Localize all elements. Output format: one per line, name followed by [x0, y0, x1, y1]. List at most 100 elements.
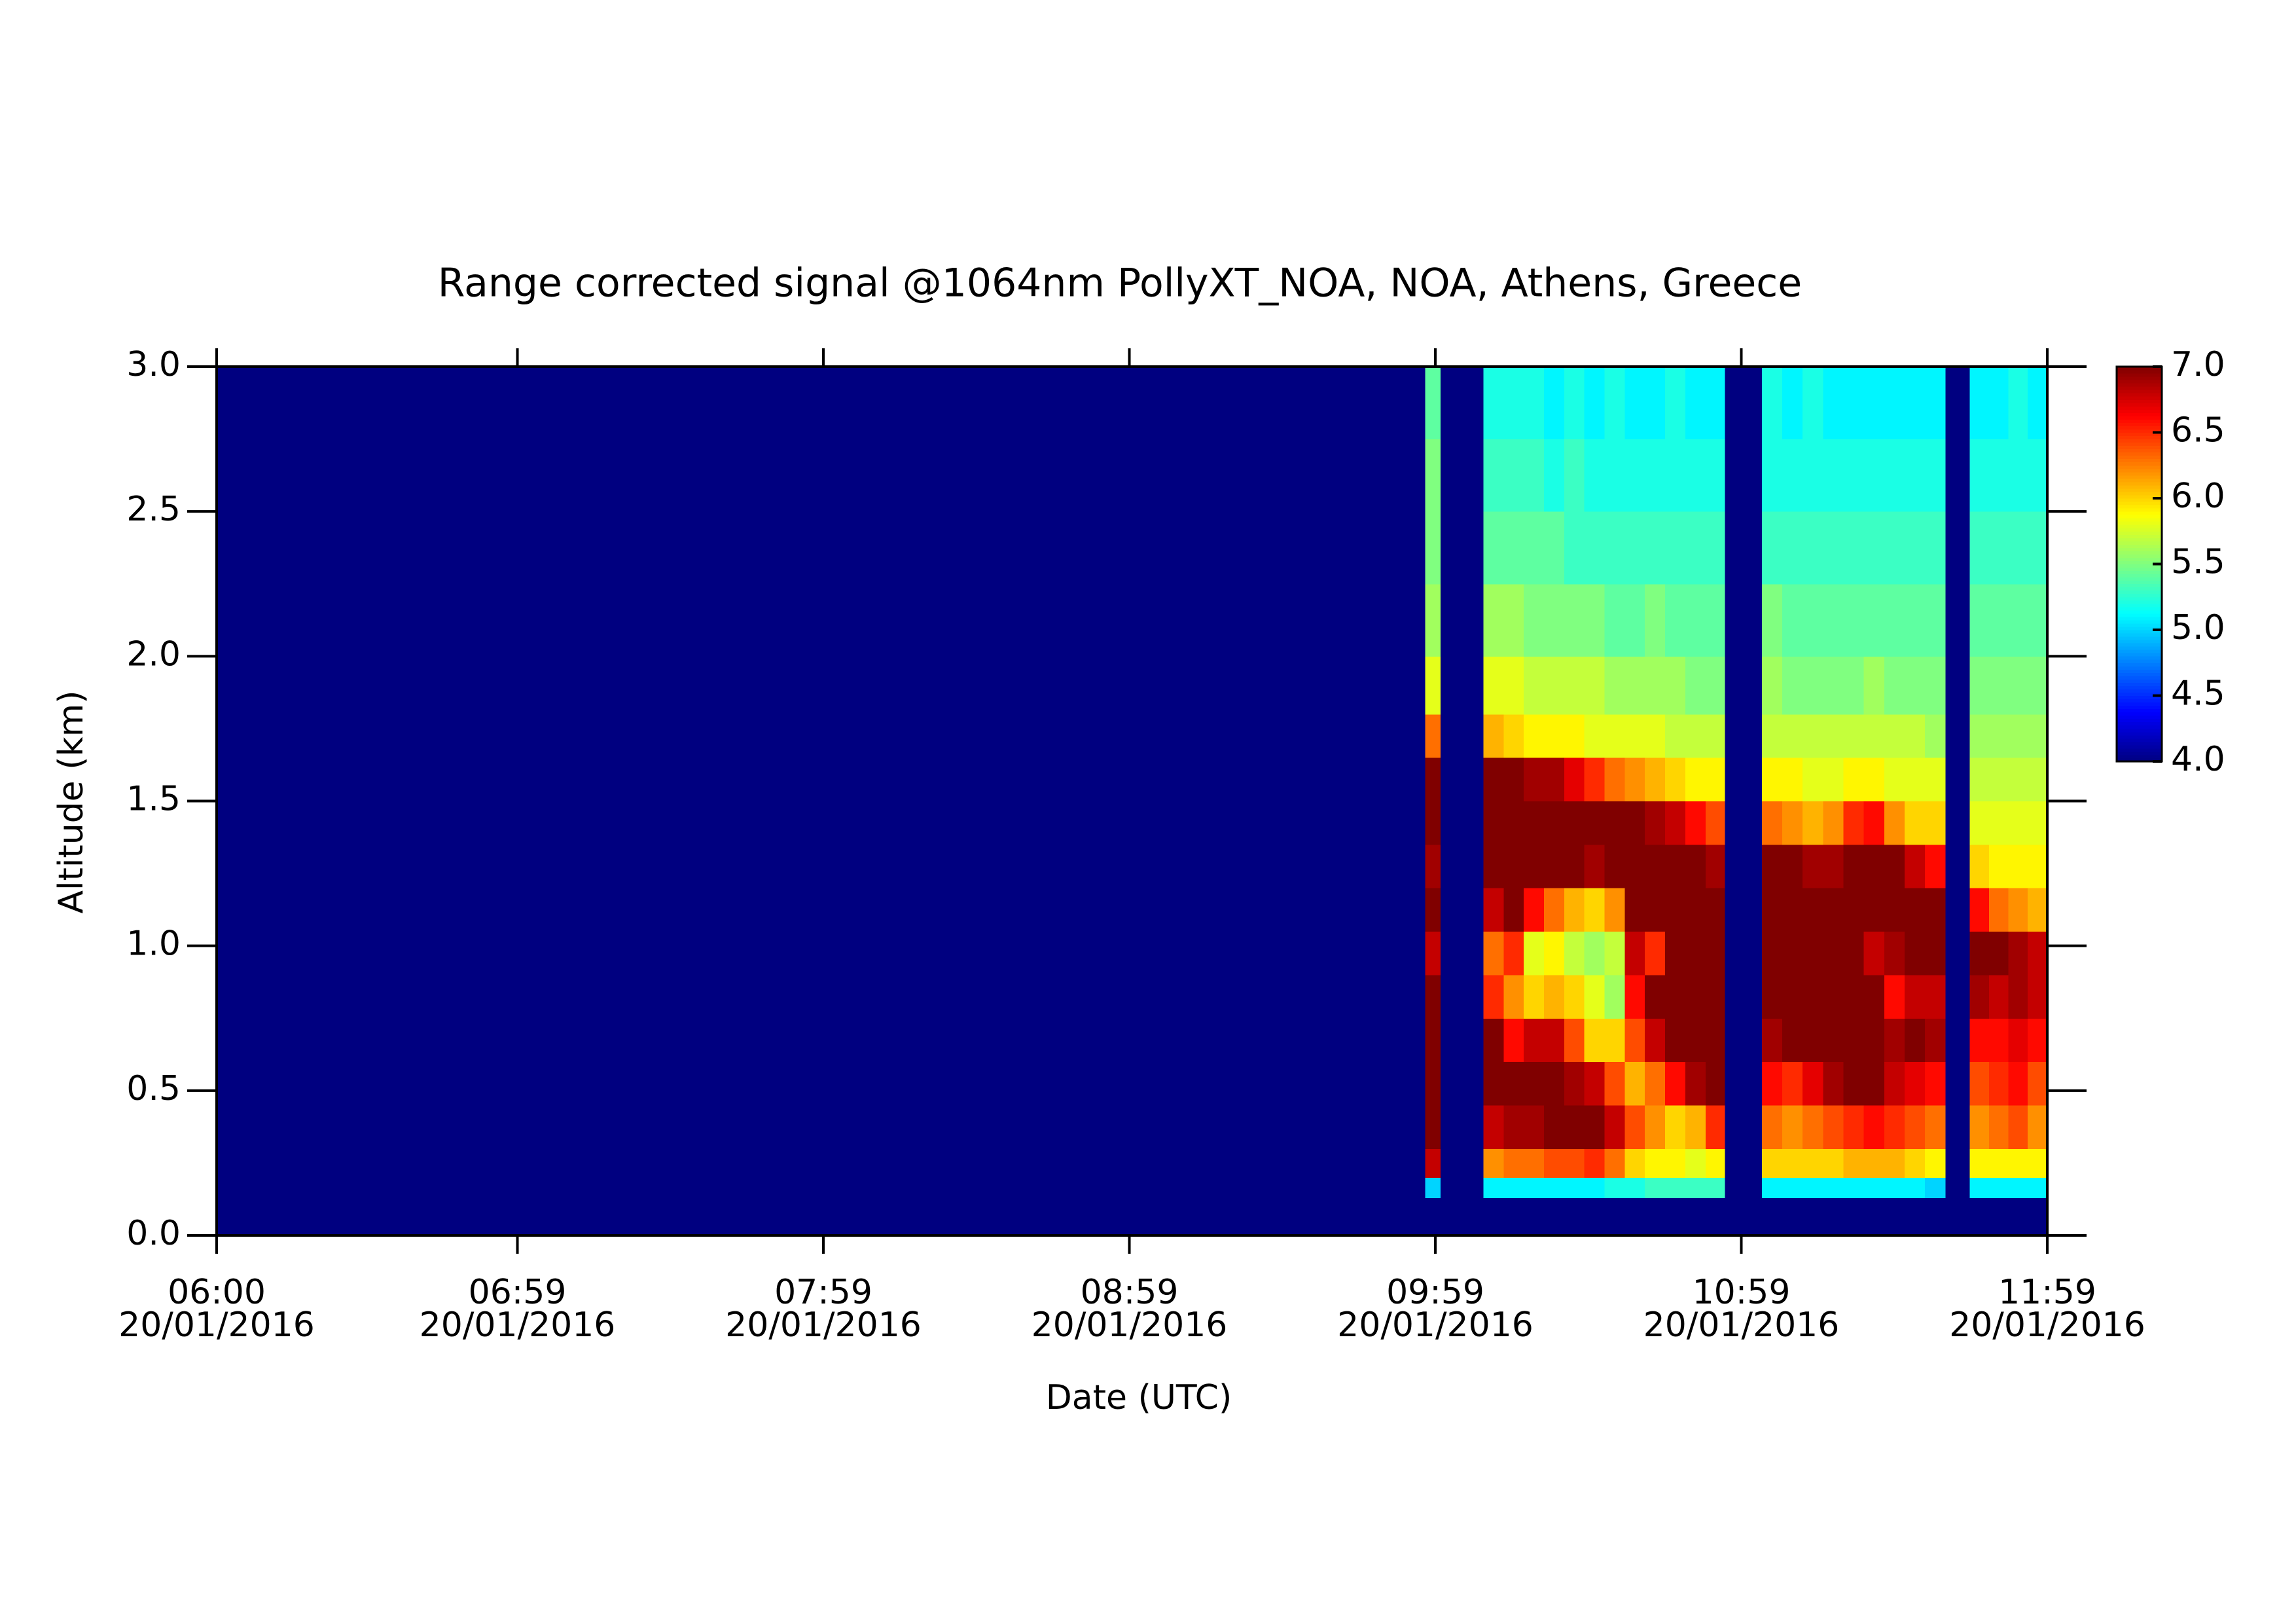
cell — [1905, 1197, 1926, 1236]
cell — [1503, 1177, 1524, 1198]
cell — [1564, 1197, 1585, 1236]
cell — [1945, 511, 1971, 585]
cell — [1685, 367, 1706, 440]
cell — [1440, 1104, 1484, 1149]
cell — [1440, 583, 1484, 657]
colorbar-swatch — [2117, 419, 2162, 423]
colorbar-swatch — [2117, 531, 2162, 535]
cell — [1725, 583, 1763, 657]
cell — [1803, 931, 1823, 976]
cell — [1604, 931, 1625, 976]
cell — [1725, 1177, 1763, 1198]
colorbar-swatch — [2117, 412, 2162, 416]
colorbar-swatch — [2117, 699, 2162, 703]
colorbar-swatch — [2117, 715, 2162, 720]
cell — [1564, 757, 1585, 801]
cell — [1761, 801, 1783, 845]
cell — [1483, 656, 1504, 715]
cell — [1905, 888, 1926, 932]
colorbar-swatch — [2117, 718, 2162, 723]
cell — [1863, 888, 1885, 932]
cell — [1425, 1177, 1441, 1198]
cell — [1823, 511, 1844, 585]
cell — [1884, 511, 1905, 585]
colorbar-swatch — [2117, 682, 2162, 686]
cell — [1624, 367, 1645, 440]
cell — [1685, 1018, 1706, 1063]
cell — [1905, 439, 1926, 512]
cell — [1905, 511, 1926, 585]
cell — [1884, 367, 1905, 440]
cell — [1863, 801, 1885, 845]
cell — [1803, 888, 1823, 932]
cell — [1945, 583, 1971, 657]
cell — [1969, 367, 1990, 440]
cell — [1564, 931, 1585, 976]
cell — [1803, 367, 1823, 440]
cell — [1564, 583, 1585, 657]
colorbar-swatch — [2117, 666, 2162, 670]
cell — [217, 714, 1426, 758]
cell — [1843, 801, 1865, 845]
cell — [2028, 757, 2048, 801]
colorbar-swatch — [2117, 409, 2162, 413]
cell — [1761, 511, 1783, 585]
cell — [1705, 801, 1726, 845]
cell — [1685, 583, 1706, 657]
cell — [1823, 1061, 1844, 1106]
colorbar-swatch — [2117, 557, 2162, 561]
cell — [1665, 511, 1686, 585]
cell — [1440, 1197, 1484, 1236]
cell — [1761, 656, 1783, 715]
cell — [1524, 656, 1545, 715]
cell — [1440, 367, 1484, 440]
cell — [1524, 931, 1545, 976]
cell — [1823, 714, 1844, 758]
cell — [1483, 757, 1504, 801]
cell — [2028, 439, 2048, 512]
cell — [1969, 583, 1990, 657]
cell — [1543, 1061, 1565, 1106]
colorbar-swatch — [2117, 748, 2162, 752]
colorbar-swatch — [2117, 422, 2162, 426]
cell — [1705, 1018, 1726, 1063]
cell — [1604, 1177, 1625, 1198]
cell — [1989, 1061, 2009, 1106]
colorbar-swatch — [2117, 458, 2162, 463]
cell — [1761, 931, 1783, 976]
cell — [1584, 714, 1605, 758]
cell — [1761, 888, 1783, 932]
cell — [217, 1177, 1426, 1198]
cell — [1665, 801, 1686, 845]
cell — [1989, 714, 2009, 758]
cell — [217, 1104, 1426, 1149]
cell — [1524, 1018, 1545, 1063]
cell — [1425, 1104, 1441, 1149]
cell — [1543, 1177, 1565, 1198]
cell — [1823, 1018, 1844, 1063]
cell — [1803, 714, 1823, 758]
cell — [1945, 1061, 1971, 1106]
cell — [217, 1018, 1426, 1063]
colorbar-swatch — [2117, 376, 2162, 380]
cell — [1564, 1018, 1585, 1063]
cell — [1863, 583, 1885, 657]
cell — [1440, 656, 1484, 715]
cell — [1705, 1148, 1726, 1178]
cell — [2028, 367, 2048, 440]
cell — [1782, 656, 1803, 715]
cell — [1989, 1018, 2009, 1063]
cell — [1645, 844, 1666, 888]
x-tick-label: 06:59 — [469, 1273, 567, 1312]
cell — [2028, 801, 2048, 845]
cell — [1483, 511, 1504, 585]
cell — [1989, 801, 2009, 845]
cell — [1503, 511, 1524, 585]
cell — [1905, 1061, 1926, 1106]
cell — [1945, 974, 1971, 1019]
y-tick-label: 0.0 — [126, 1214, 181, 1253]
colorbar-swatch — [2117, 508, 2162, 512]
cell — [1884, 656, 1905, 715]
cell — [1543, 801, 1565, 845]
cell — [1905, 844, 1926, 888]
